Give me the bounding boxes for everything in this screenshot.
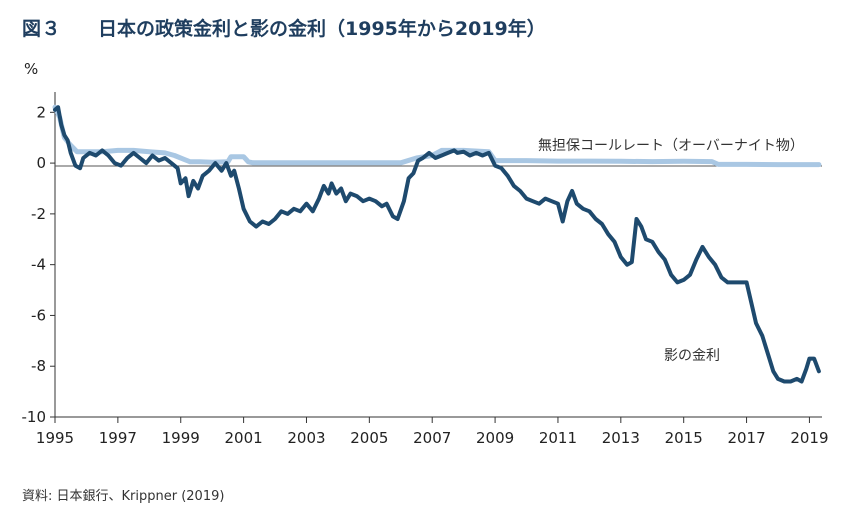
call-rate-label: 無担保コールレート（オーバーナイト物） bbox=[538, 138, 804, 154]
y-tick-label: 2 bbox=[36, 103, 46, 121]
y-axis-unit: % bbox=[24, 60, 39, 78]
x-tick-label: 1997 bbox=[99, 429, 137, 447]
source-note: 資料: 日本銀行、Krippner (2019) bbox=[22, 489, 225, 504]
x-tick-label: 2001 bbox=[225, 429, 263, 447]
x-tick-label: 1999 bbox=[162, 429, 200, 447]
chart-title: 日本の政策金利と影の金利（1995年から2019年） bbox=[98, 18, 546, 40]
y-tick-label: -2 bbox=[31, 205, 46, 223]
x-tick-label: 2003 bbox=[287, 429, 325, 447]
figure-number: 図３ bbox=[22, 18, 62, 40]
y-tick-label: -8 bbox=[31, 357, 46, 375]
y-tick-label: -10 bbox=[22, 408, 47, 426]
x-tick-label: 2011 bbox=[539, 429, 577, 447]
y-tick-label: -6 bbox=[31, 306, 46, 324]
x-ticks: 1995 1997 1999 2001 2003 2005 2007 2009 2011 2013… bbox=[36, 417, 829, 447]
shadow-rate-line bbox=[53, 105, 821, 384]
y-axis: 2 0 -2 -4 -6 -8 -10 bbox=[22, 92, 56, 426]
call-rate-line bbox=[52, 104, 822, 168]
x-tick-label: 2019 bbox=[790, 429, 828, 447]
x-tick-label: 2009 bbox=[476, 429, 514, 447]
x-tick-label: 2017 bbox=[727, 429, 765, 447]
x-tick-label: 2015 bbox=[665, 429, 703, 447]
x-tick-label: 2005 bbox=[350, 429, 388, 447]
x-axis: 1995 1997 1999 2001 2003 2005 2007 2009 2011 2013… bbox=[36, 416, 829, 447]
y-tick-label: 0 bbox=[36, 154, 46, 172]
x-tick-label: 1995 bbox=[36, 429, 74, 447]
shadow-rate-label: 影の金利 bbox=[664, 348, 720, 364]
y-ticks: 2 0 -2 -4 -6 -8 -10 bbox=[22, 103, 55, 426]
x-tick-label: 2013 bbox=[602, 429, 640, 447]
y-tick-label: -4 bbox=[31, 256, 46, 274]
x-tick-label: 2007 bbox=[413, 429, 451, 447]
series-group bbox=[52, 104, 822, 384]
